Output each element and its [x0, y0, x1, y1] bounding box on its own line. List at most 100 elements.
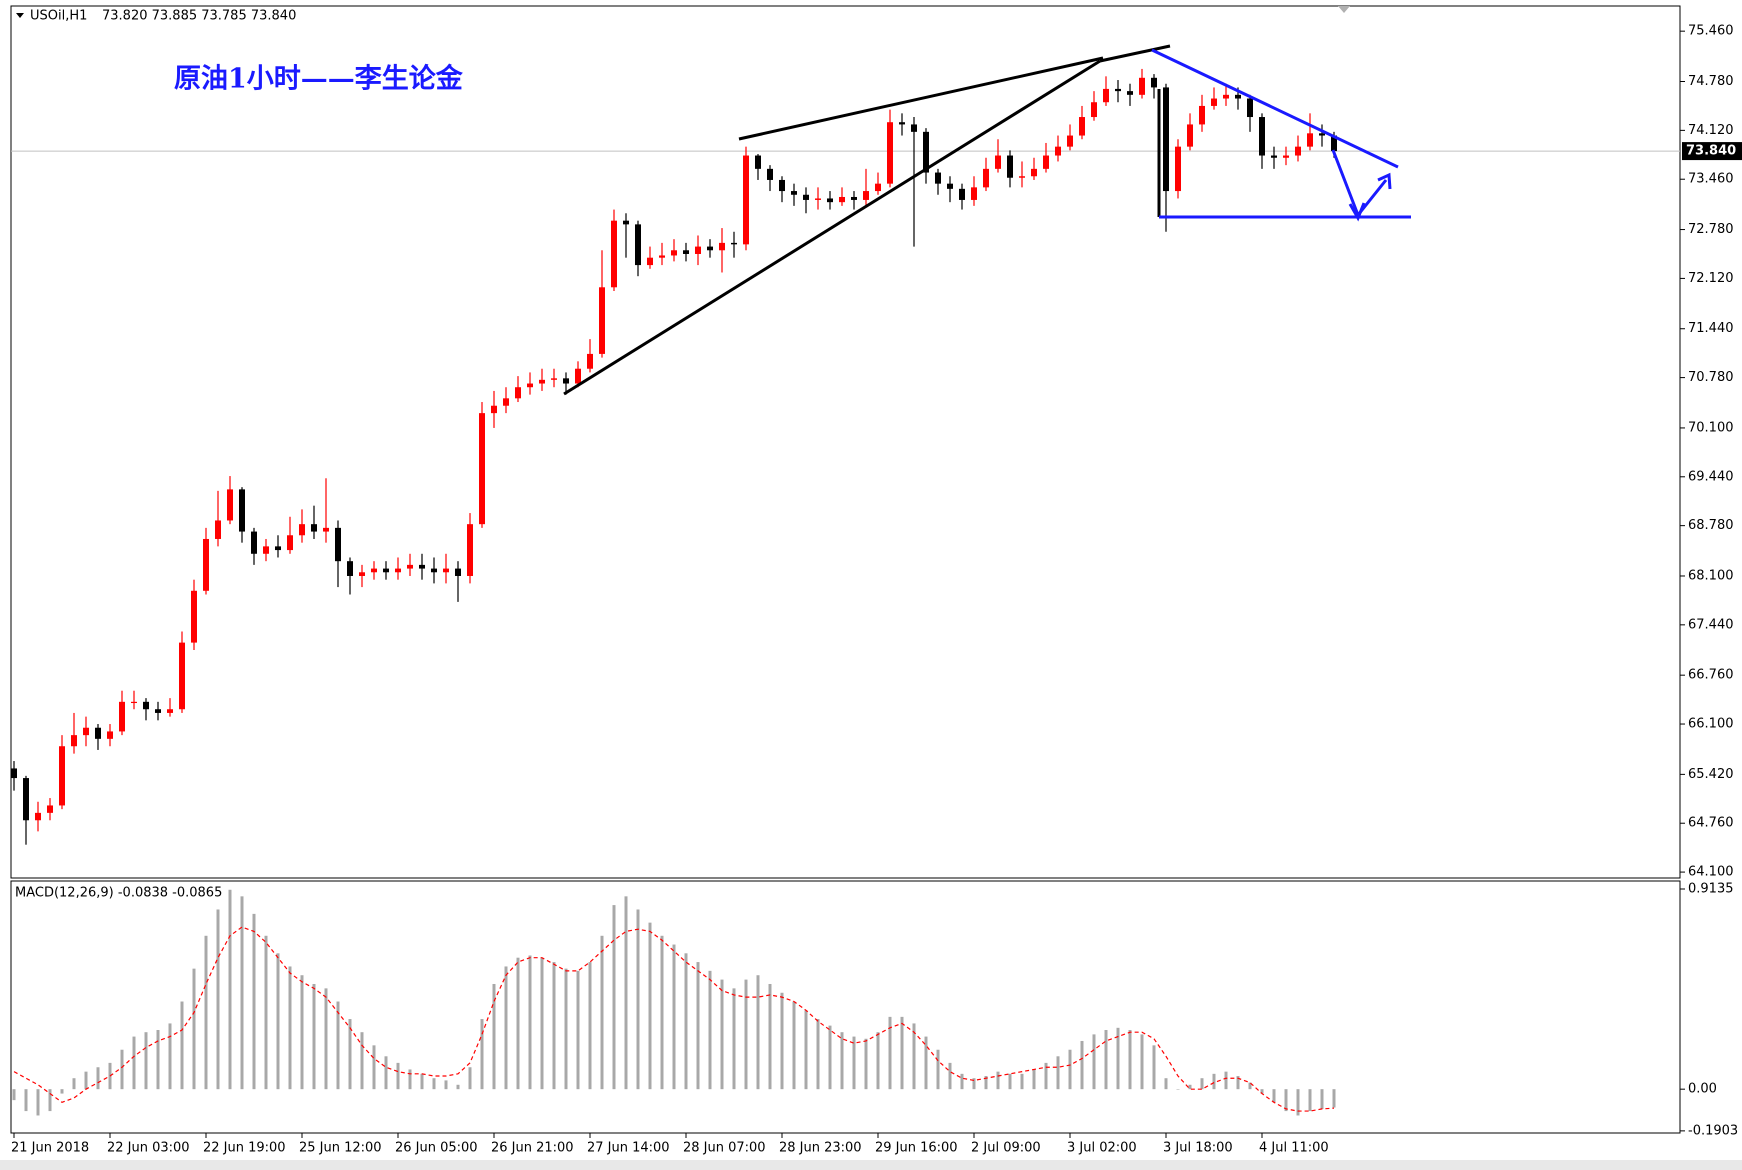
candle-body — [1043, 155, 1049, 169]
macd-bar — [852, 1036, 856, 1090]
candle-body — [911, 124, 917, 132]
trend-line — [738, 56, 1104, 141]
trend-drawings — [563, 44, 1411, 396]
macd-bar — [1212, 1073, 1216, 1090]
candle-body — [683, 250, 689, 254]
candle-body — [35, 812, 41, 821]
macd-bar — [1092, 1034, 1096, 1090]
arrow-head — [1377, 172, 1392, 190]
macd-bar — [1308, 1089, 1312, 1112]
x-tick-label: 3 Jul 02:00 — [1067, 1141, 1137, 1156]
macd-bar — [1056, 1056, 1060, 1090]
candle-body — [1079, 117, 1085, 136]
y-tick-label: 0.00 — [1688, 1082, 1717, 1097]
macd-bar — [12, 1089, 16, 1101]
symbol-menu-arrow[interactable] — [16, 13, 24, 18]
macd-bar — [192, 968, 196, 1090]
x-tick-label: 27 Jun 14:00 — [587, 1141, 670, 1156]
macd-bar — [756, 975, 760, 1090]
candle-body — [11, 768, 17, 779]
candle-body — [119, 701, 125, 732]
macd-bar — [228, 889, 232, 1090]
macd-bar — [948, 1062, 952, 1090]
macd-label: MACD(12,26,9) -0.0838 -0.0865 — [15, 886, 222, 901]
macd-bar — [912, 1023, 916, 1090]
candle-body — [71, 735, 77, 747]
candle-body — [1235, 94, 1241, 99]
macd-bar — [120, 1049, 124, 1090]
arrow-head — [1348, 202, 1366, 222]
candle-body — [191, 590, 197, 643]
x-tick-label: 28 Jun 23:00 — [779, 1141, 862, 1156]
candle-body — [1283, 155, 1289, 158]
candle-body — [239, 489, 245, 532]
candle-body — [1211, 98, 1217, 106]
x-tick-label: 25 Jun 12:00 — [299, 1141, 382, 1156]
macd-bar — [576, 970, 580, 1090]
candle-body — [623, 220, 629, 225]
macd-bar — [252, 913, 256, 1090]
macd-bar — [1116, 1027, 1120, 1090]
x-tick-label: 21 Jun 2018 — [11, 1141, 89, 1156]
candle-body — [839, 196, 845, 203]
macd-bar — [1260, 1089, 1264, 1094]
x-tick-label: 2 Jul 09:00 — [971, 1141, 1041, 1156]
current-price-label: 73.840 — [1686, 144, 1736, 159]
candle-body — [1271, 155, 1277, 158]
candle-body — [515, 387, 521, 399]
x-tick-label: 3 Jul 18:00 — [1163, 1141, 1233, 1156]
macd-bar — [384, 1056, 388, 1090]
macd-bar — [1200, 1078, 1204, 1090]
macd-bar — [696, 962, 700, 1090]
macd-bar — [300, 975, 304, 1090]
x-tick-label: 26 Jun 21:00 — [491, 1141, 574, 1156]
candle-body — [455, 568, 461, 576]
macd-bar — [876, 1032, 880, 1090]
macd-bar — [1068, 1049, 1072, 1090]
candle-body — [947, 183, 953, 189]
candle-body — [443, 568, 449, 573]
candle-body — [935, 172, 941, 184]
resistance-line — [1151, 48, 1399, 169]
candle-body — [1319, 133, 1325, 136]
macd-bar — [1140, 1034, 1144, 1090]
macd-bar — [588, 962, 592, 1090]
candle-body — [1187, 124, 1193, 147]
candle-body — [563, 378, 569, 384]
y-tick-label: 66.760 — [1688, 668, 1734, 683]
macd-bar — [84, 1071, 88, 1090]
y-tick-label: 0.9135 — [1688, 881, 1734, 896]
y-tick-label: 68.100 — [1688, 568, 1734, 583]
y-tick-label: 65.420 — [1688, 767, 1734, 782]
macd-bar — [24, 1089, 28, 1112]
macd-bar — [1284, 1089, 1288, 1112]
candle-body — [287, 535, 293, 551]
candle-body — [971, 187, 977, 200]
candle-body — [503, 398, 509, 406]
candle-body — [479, 413, 485, 525]
candle-body — [575, 368, 581, 384]
macd-bar — [648, 922, 652, 1090]
macd-bar — [1224, 1071, 1228, 1090]
macd-bar — [972, 1078, 976, 1090]
macd-bar — [1332, 1089, 1336, 1108]
macd-bar — [348, 1019, 352, 1090]
macd-bar — [660, 935, 664, 1090]
y-tick-label: 68.780 — [1688, 518, 1734, 533]
x-tick-label: 4 Jul 11:00 — [1259, 1141, 1329, 1156]
macd-bar — [612, 905, 616, 1090]
candle-body — [143, 701, 149, 710]
macd-bar — [204, 935, 208, 1090]
macd-bar — [516, 957, 520, 1090]
macd-bar — [924, 1036, 928, 1090]
candle-body — [659, 255, 665, 258]
candle-body — [419, 564, 425, 569]
macd-bar — [264, 935, 268, 1090]
macd-bar — [1176, 1089, 1180, 1090]
macd-bar — [744, 979, 748, 1090]
candle-body — [383, 568, 389, 573]
macd-bar — [276, 953, 280, 1090]
candle-body — [587, 353, 593, 369]
shift-marker — [1338, 6, 1350, 13]
